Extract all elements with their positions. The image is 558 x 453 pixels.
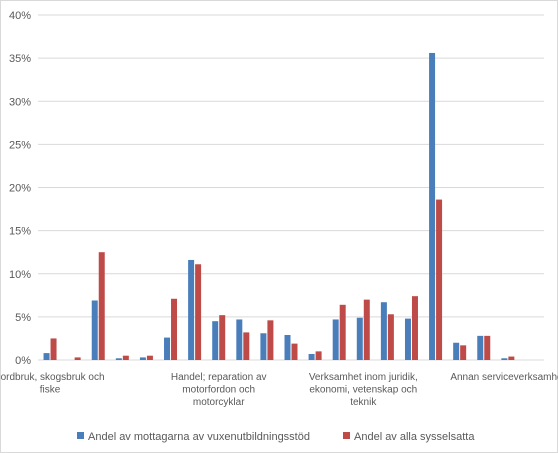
- bar-series-2: [195, 264, 202, 360]
- x-category-label: motorfordon och: [182, 385, 255, 396]
- bar-series-1: [477, 335, 484, 360]
- bar-series-1: [115, 358, 122, 360]
- legend-label-series-1: Andel av mottagarna av vuxenutbildningss…: [88, 431, 310, 443]
- bar-series-2: [387, 314, 394, 360]
- bar-series-1: [429, 52, 436, 360]
- y-tick-label: 5%: [15, 312, 31, 324]
- bar-series-2: [436, 199, 443, 360]
- bar-series-2: [291, 343, 298, 360]
- y-tick-label: 10%: [9, 269, 31, 281]
- bar-series-1: [332, 319, 339, 360]
- y-tick-label: 30%: [9, 96, 31, 108]
- bar-series-1: [284, 334, 291, 360]
- legend: Andel av mottagarna av vuxenutbildningss…: [77, 431, 475, 443]
- bar-series-2: [50, 338, 57, 360]
- x-category-label: Handel; reparation av: [171, 372, 267, 383]
- bar-series-1: [236, 319, 243, 360]
- bar-series-2: [98, 252, 105, 360]
- x-category-label: ekonomi, vetenskap och: [309, 385, 417, 396]
- bar-series-2: [243, 332, 250, 360]
- y-tick-label: 35%: [9, 53, 31, 65]
- bar-series-2: [122, 355, 129, 360]
- bar-series-1: [188, 259, 195, 360]
- bar-series-1: [164, 337, 171, 360]
- bar-series-1: [308, 353, 315, 360]
- bar-series-1: [404, 318, 411, 360]
- x-category-label: fiske: [40, 385, 61, 396]
- x-category-label: Jordbruk, skogsbruk och: [0, 372, 105, 383]
- bar-series-2: [411, 296, 418, 360]
- bar-series-1: [380, 302, 387, 360]
- y-tick-label: 0%: [15, 355, 31, 367]
- bar-series-1: [356, 317, 363, 360]
- y-tick-label: 40%: [9, 10, 31, 22]
- bar-series-1: [501, 358, 508, 360]
- bar-series-2: [146, 355, 153, 360]
- y-tick-label: 20%: [9, 183, 31, 195]
- bar-series-2: [363, 299, 370, 360]
- x-category-label: Verksamhet inom juridik,: [309, 372, 418, 383]
- y-tick-label: 15%: [9, 226, 31, 238]
- legend-swatch-series-1: [77, 432, 84, 439]
- bar-series-1: [91, 300, 98, 360]
- legend-label-series-2: Andel av alla sysselsatta: [354, 431, 475, 443]
- bar-series-2: [339, 304, 346, 360]
- bar-series-1: [212, 321, 219, 360]
- bars: [43, 52, 515, 360]
- legend-swatch-series-2: [343, 432, 350, 439]
- x-category-label: motorcyklar: [193, 397, 245, 408]
- x-category-label: teknik: [350, 397, 377, 408]
- bar-series-2: [267, 320, 274, 360]
- bar-series-2: [484, 335, 491, 360]
- bar-series-2: [460, 345, 467, 360]
- bar-series-2: [315, 351, 322, 360]
- x-axis-category-labels: Jordbruk, skogsbruk och fiske Handel; repa…: [0, 372, 558, 408]
- bar-series-1: [43, 353, 50, 360]
- bar-series-2: [508, 356, 515, 360]
- bar-series-1: [453, 342, 460, 360]
- bar-series-2: [171, 298, 178, 360]
- bar-series-1: [139, 357, 146, 360]
- bar-series-2: [74, 357, 81, 360]
- x-category-label: Annan serviceverksamhet: [450, 372, 558, 383]
- y-axis-tick-labels: 0% 5% 10% 15% 20% 25% 30% 35% 40%: [9, 10, 31, 367]
- gridlines: [38, 14, 544, 361]
- y-tick-label: 25%: [9, 139, 31, 151]
- bar-series-1: [260, 333, 267, 360]
- bar-series-2: [219, 315, 226, 360]
